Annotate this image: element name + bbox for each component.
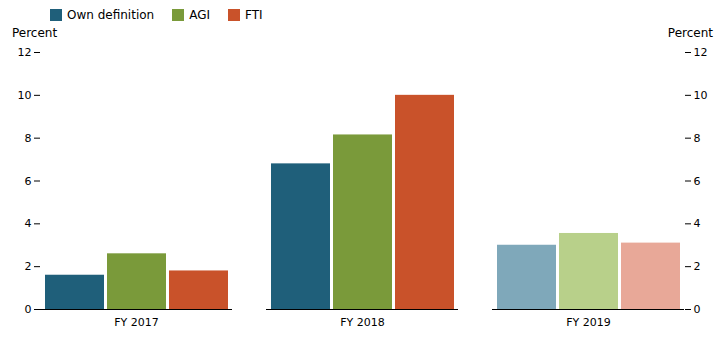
- svg-text:10: 10: [694, 89, 708, 102]
- svg-text:12: 12: [694, 46, 708, 59]
- svg-text:12: 12: [18, 46, 32, 59]
- html-text:Percent: Percent: [667, 26, 713, 40]
- svg-text:10: 10: [18, 89, 32, 102]
- svg-text:6: 6: [25, 175, 32, 188]
- svg-text:2: 2: [694, 260, 701, 273]
- html-text:FTI: FTI: [245, 8, 263, 22]
- svg-text:2: 2: [25, 260, 32, 273]
- svg-text:8: 8: [25, 132, 32, 145]
- svg-text:4: 4: [694, 217, 701, 230]
- svg-text:0: 0: [25, 303, 32, 316]
- html-text:AGI: AGI: [189, 8, 210, 22]
- svg-text:6: 6: [694, 175, 701, 188]
- svg-text:FY 2017: FY 2017: [114, 316, 159, 329]
- svg-text:4: 4: [25, 217, 32, 230]
- svg-text:0: 0: [694, 303, 701, 316]
- svg-text:FY 2019: FY 2019: [566, 316, 611, 329]
- svg-text:FY 2018: FY 2018: [340, 316, 385, 329]
- html-text:Percent: Percent: [12, 26, 58, 40]
- html-text:Own definition: Own definition: [67, 8, 155, 22]
- svg-text:8: 8: [694, 132, 701, 145]
